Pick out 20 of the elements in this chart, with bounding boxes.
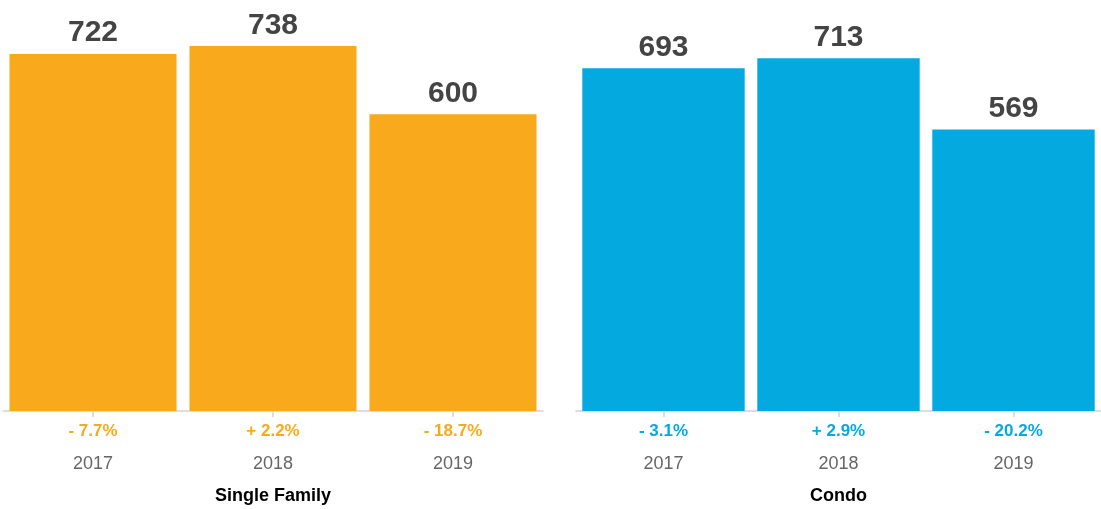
x-tick-label: 2019 xyxy=(432,453,474,473)
text: - 18.7% xyxy=(423,420,483,440)
data-label: 738 xyxy=(247,6,299,40)
x-tick-label: 2017 xyxy=(643,453,684,473)
text: + 2.2% xyxy=(246,420,300,440)
x-tick-label: 2018 xyxy=(818,453,859,473)
x-tick-label: 2019 xyxy=(993,453,1034,473)
x-axis-title: Condo xyxy=(810,485,867,505)
x-tick-label: 2018 xyxy=(252,453,294,473)
data-label: 713 xyxy=(813,18,864,52)
text: + 2.9% xyxy=(811,420,866,440)
data-label: 569 xyxy=(988,90,1039,124)
x-tick-label: 2017 xyxy=(72,453,114,473)
x-axis-title: Single Family xyxy=(214,485,332,505)
data-label: 693 xyxy=(638,28,689,62)
data-label: 600 xyxy=(427,74,479,108)
data-label: 722 xyxy=(67,14,119,48)
text: - 7.7% xyxy=(68,420,118,440)
text: - 20.2% xyxy=(984,420,1043,440)
text: - 3.1% xyxy=(638,420,689,440)
